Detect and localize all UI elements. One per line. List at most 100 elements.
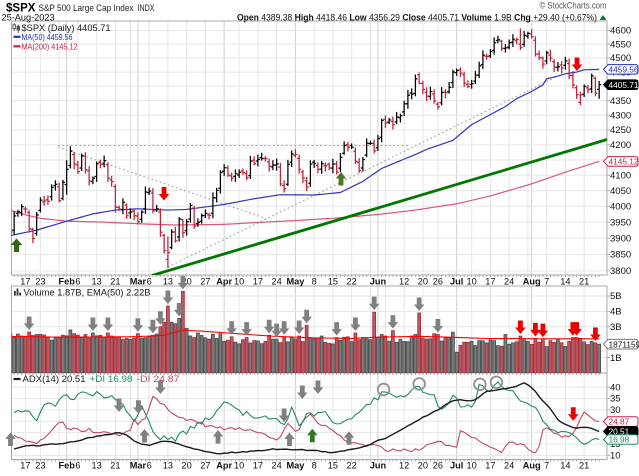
svg-text:6: 6 — [147, 277, 152, 287]
svg-text:4550: 4550 — [610, 39, 631, 50]
svg-text:24: 24 — [272, 461, 282, 471]
svg-text:17: 17 — [20, 461, 30, 471]
svg-text:17: 17 — [253, 461, 263, 471]
svg-text:+DI 16.98: +DI 16.98 — [90, 374, 133, 384]
svg-text:20: 20 — [418, 277, 428, 287]
svg-text:ADX(14) 20.51: ADX(14) 20.51 — [23, 374, 86, 384]
svg-text:10: 10 — [467, 461, 477, 471]
svg-text:23: 23 — [35, 461, 45, 471]
svg-text:23: 23 — [35, 277, 45, 287]
svg-text:17: 17 — [20, 277, 30, 287]
svg-text:4459.56: 4459.56 — [609, 64, 639, 74]
svg-text:15: 15 — [328, 461, 338, 471]
svg-text:20: 20 — [182, 277, 192, 287]
svg-text:7: 7 — [544, 461, 549, 471]
svg-text:10: 10 — [467, 277, 477, 287]
svg-text:10: 10 — [234, 277, 244, 287]
svg-text:27: 27 — [200, 277, 210, 287]
svg-text:3900: 3900 — [610, 233, 631, 244]
svg-text:3B: 3B — [610, 322, 622, 333]
svg-text:30: 30 — [610, 405, 621, 416]
svg-text:Apr: Apr — [216, 461, 232, 471]
svg-text:14: 14 — [560, 461, 570, 471]
svg-text:17: 17 — [485, 461, 495, 471]
svg-text:4300: 4300 — [610, 110, 631, 121]
svg-text:3850: 3850 — [610, 250, 631, 261]
svg-text:May: May — [286, 461, 305, 471]
svg-text:$SPX: $SPX — [6, 3, 36, 15]
svg-text:-DI 24.87: -DI 24.87 — [137, 374, 180, 384]
svg-text:24: 24 — [504, 277, 514, 287]
svg-text:S&P 500 Large Cap Index: S&P 500 Large Cap Index — [39, 3, 134, 13]
svg-text:4100: 4100 — [610, 170, 631, 181]
svg-text:4145.12: 4145.12 — [609, 157, 639, 167]
svg-text:21: 21 — [579, 461, 589, 471]
svg-text:20: 20 — [418, 461, 428, 471]
svg-text:12: 12 — [399, 277, 409, 287]
svg-text:8: 8 — [312, 277, 317, 287]
svg-text:26: 26 — [433, 277, 443, 287]
svg-text:20: 20 — [182, 461, 192, 471]
svg-text:4600: 4600 — [610, 26, 631, 37]
svg-text:Jul: Jul — [450, 277, 463, 287]
svg-text:13: 13 — [92, 277, 102, 287]
svg-text:MA(200) 4145.12: MA(200) 4145.12 — [22, 42, 78, 52]
svg-text:Jun: Jun — [370, 461, 387, 471]
svg-text:Aug: Aug — [523, 277, 541, 287]
svg-text:40: 40 — [610, 382, 621, 393]
svg-text:Mar: Mar — [130, 277, 147, 287]
svg-text:4250: 4250 — [610, 125, 631, 136]
svg-text:7: 7 — [544, 277, 549, 287]
svg-text:5B: 5B — [610, 291, 622, 302]
svg-text:MA(50) 4459.56: MA(50) 4459.56 — [22, 32, 73, 42]
svg-text:Apr: Apr — [216, 277, 232, 287]
svg-text:6: 6 — [75, 461, 80, 471]
svg-text:21: 21 — [579, 277, 589, 287]
svg-text:1871159: 1871159 — [609, 339, 639, 349]
svg-text:Feb: Feb — [58, 277, 75, 287]
svg-text:Open 4389.38 High 4418.46 Low: Open 4389.38 High 4418.46 Low 4356.29 Cl… — [237, 13, 597, 23]
svg-text:6: 6 — [75, 277, 80, 287]
svg-text:INDX: INDX — [138, 3, 155, 13]
svg-text:3950: 3950 — [610, 217, 631, 228]
svg-text:4405.71: 4405.71 — [609, 80, 639, 90]
svg-text:13: 13 — [163, 277, 173, 287]
svg-text:21: 21 — [110, 277, 120, 287]
svg-text:14: 14 — [560, 277, 570, 287]
svg-text:Volume 1.87B, EMA(50) 2.22B: Volume 1.87B, EMA(50) 2.22B — [24, 288, 151, 298]
svg-text:4050: 4050 — [610, 186, 631, 197]
svg-text:4B: 4B — [610, 307, 622, 318]
svg-text:21: 21 — [110, 461, 120, 471]
svg-text:20.51: 20.51 — [609, 427, 630, 437]
svg-text:24: 24 — [272, 277, 282, 287]
svg-text:Jul: Jul — [450, 461, 463, 471]
svg-text:4350: 4350 — [610, 96, 631, 107]
svg-text:1B: 1B — [610, 353, 622, 364]
svg-text:17: 17 — [485, 277, 495, 287]
svg-text:13: 13 — [163, 461, 173, 471]
svg-text:4200: 4200 — [610, 140, 631, 151]
svg-text:25-Aug-2023: 25-Aug-2023 — [2, 13, 55, 23]
svg-text:22: 22 — [347, 277, 357, 287]
svg-text:15: 15 — [328, 277, 338, 287]
svg-text:13: 13 — [92, 461, 102, 471]
svg-text:17: 17 — [253, 277, 263, 287]
svg-text:Feb: Feb — [58, 461, 75, 471]
svg-text:6: 6 — [147, 461, 152, 471]
svg-text:8: 8 — [312, 461, 317, 471]
svg-text:16.98: 16.98 — [609, 435, 630, 445]
svg-text:© StockCharts.com: © StockCharts.com — [540, 1, 607, 11]
svg-text:10: 10 — [610, 451, 621, 462]
svg-text:4000: 4000 — [610, 201, 631, 212]
svg-text:24.87: 24.87 — [609, 417, 630, 427]
svg-text:10: 10 — [234, 461, 244, 471]
svg-text:4500: 4500 — [610, 53, 631, 64]
svg-text:$SPX (Daily) 4405.71: $SPX (Daily) 4405.71 — [22, 23, 111, 33]
svg-text:Mar: Mar — [130, 461, 147, 471]
svg-text:26: 26 — [433, 461, 443, 471]
svg-text:24: 24 — [504, 461, 514, 471]
svg-text:3800: 3800 — [610, 266, 631, 277]
svg-text:Aug: Aug — [523, 461, 541, 471]
svg-text:22: 22 — [347, 461, 357, 471]
svg-text:May: May — [286, 277, 305, 287]
